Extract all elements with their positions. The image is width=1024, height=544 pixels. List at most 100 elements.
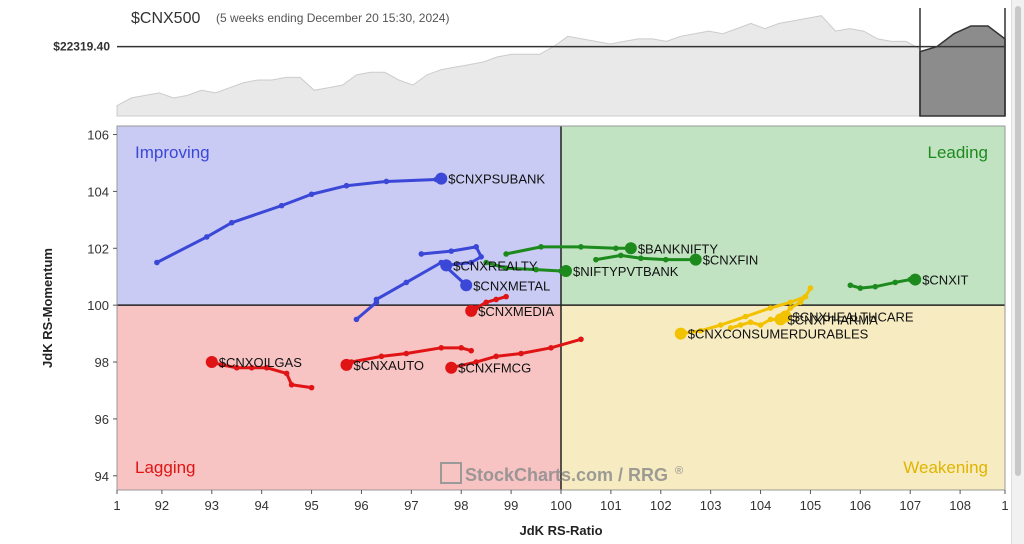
trail-point-cnxauto xyxy=(468,347,475,354)
trail-point-cnxmedia xyxy=(493,296,499,303)
trail-label-cnxhealthcare: $CNXHEALTHCARE xyxy=(792,310,913,325)
label-weakening: Weakening xyxy=(903,458,988,477)
trail-head-cnxmedia[interactable] xyxy=(465,304,478,317)
x-tick-label: 98 xyxy=(454,498,468,513)
x-tick-label: 1 xyxy=(1001,498,1008,513)
x-tick-label: 94 xyxy=(254,498,268,513)
y-tick-label: 100 xyxy=(87,298,109,313)
y-tick-label: 98 xyxy=(95,355,109,370)
trail-point-cnxit xyxy=(857,285,864,291)
trail-line-cnxfmcg xyxy=(449,337,583,370)
rrg-trails xyxy=(154,172,922,391)
x-tick-label: 108 xyxy=(949,498,971,513)
x-axis-title: JdK RS-Ratio xyxy=(519,523,602,538)
trail-point-cnxpsubank xyxy=(308,191,315,198)
x-tick-label: 99 xyxy=(504,498,518,513)
watermark-logo-icon xyxy=(440,462,462,484)
x-tick-label: 102 xyxy=(650,498,672,513)
x-tick-label: 106 xyxy=(849,498,871,513)
trail-point-banknifty xyxy=(503,251,509,257)
trail-point-cnxpsubank xyxy=(383,178,390,185)
trail-point-cnxauto xyxy=(438,345,445,351)
y-tick-label: 106 xyxy=(87,128,109,143)
trail-head-niftypvtbank[interactable] xyxy=(559,265,572,278)
trail-point-cnxrealty xyxy=(468,259,475,266)
axes: 1 92 93 94 95 96 97 98 99 100 101 102 103 104 105 106 10… xyxy=(87,128,1008,513)
trail-point-cnxoilgas xyxy=(283,370,290,377)
trail-head-cnxit[interactable] xyxy=(909,273,922,286)
watermark-registered: ® xyxy=(675,465,683,477)
trail-point-cnxfin xyxy=(638,255,644,262)
trail-point-banknifty xyxy=(578,244,584,250)
trail-point-cnxrealty xyxy=(478,254,484,260)
trail-head-cnxoilgas[interactable] xyxy=(205,356,218,369)
trail-head-banknifty[interactable] xyxy=(624,242,637,255)
trail-point-niftypvtbank xyxy=(503,265,509,271)
trail-point-cnxconsumerdurables xyxy=(697,327,704,334)
trail-point-cnxmetal xyxy=(373,296,380,303)
quadrant-improving xyxy=(117,126,561,306)
x-tick-label: 100 xyxy=(550,498,572,513)
x-tick-label: 104 xyxy=(750,498,772,513)
trail-point-cnxpharma xyxy=(727,325,734,331)
trail-point-cnxmedia xyxy=(503,293,509,300)
trail-head-cnxfin[interactable] xyxy=(689,253,702,266)
watermark-text: StockCharts.com / RRG xyxy=(465,465,668,485)
y-tick-label: 96 xyxy=(95,412,109,427)
trail-point-cnxhealthcare xyxy=(787,305,794,311)
trail-point-cnxpsubank xyxy=(343,182,350,189)
x-tick-label: 105 xyxy=(800,498,822,513)
x-tick-label: 1 xyxy=(113,498,120,513)
trail-point-cnxmetal xyxy=(403,279,410,286)
trail-point-cnxpsubank xyxy=(278,202,285,209)
trail-label-cnxconsumerdurables: $CNXCONSUMERDURABLES xyxy=(688,327,869,342)
trail-label-cnxfin: $CNXFIN xyxy=(703,253,759,268)
scrollbar[interactable] xyxy=(1011,0,1024,544)
x-tick-label: 103 xyxy=(700,498,722,513)
x-tick-label: 107 xyxy=(899,498,921,513)
trail-point-cnxoilgas xyxy=(308,384,315,391)
trail-point-cnxfin xyxy=(593,256,599,263)
trail-label-cnxfmcg: $CNXFMCG xyxy=(458,361,531,376)
trail-point-cnxfmcg xyxy=(548,345,554,351)
watermark: StockCharts.com / RRG ® xyxy=(440,462,683,485)
trail-point-niftypvtbank xyxy=(533,266,539,273)
trail-point-cnxrealty xyxy=(473,244,479,250)
quadrant-lagging xyxy=(117,305,561,490)
scrollbar-thumb[interactable] xyxy=(1015,6,1021,476)
trail-point-cnxfmcg xyxy=(473,359,479,365)
trail-point-cnxconsumerdurables xyxy=(742,313,749,320)
trail-head-cnxauto[interactable] xyxy=(340,358,353,371)
trail-point-cnxit xyxy=(872,283,879,290)
trail-point-cnxauto xyxy=(458,345,465,351)
trail-point-cnxoilgas xyxy=(233,364,240,371)
trail-head-cnxconsumerdurables[interactable] xyxy=(674,327,687,340)
trail-label-cnxrealty: $CNXREALTY xyxy=(453,258,538,273)
label-leading: Leading xyxy=(927,143,988,162)
trail-point-cnxit xyxy=(892,279,899,286)
trail-head-cnxpharma[interactable] xyxy=(774,313,787,326)
trail-point-cnxauto xyxy=(378,353,385,360)
trail-head-cnxmetal[interactable] xyxy=(460,279,473,292)
x-tick-label: 96 xyxy=(354,498,368,513)
chart-symbol: $CNX500 xyxy=(131,10,200,27)
trail-point-cnxoilgas xyxy=(218,362,225,368)
x-tick-label: 93 xyxy=(205,498,219,513)
y-tick-label: 94 xyxy=(95,469,109,484)
trail-line-cnxmetal xyxy=(354,261,468,321)
y-tick-label: 104 xyxy=(87,184,109,199)
y-axis-title: JdK RS-Momentum xyxy=(40,248,55,368)
trail-point-cnxoilgas xyxy=(263,364,270,371)
trail-point-cnxconsumerdurables xyxy=(767,305,774,311)
trail-line-cnxrealty xyxy=(419,245,483,267)
quadrants: Improving Leading Lagging Weakening xyxy=(116,125,1006,491)
price-area xyxy=(116,15,921,117)
trail-point-cnxpharma xyxy=(737,322,744,328)
trail-head-cnxfmcg[interactable] xyxy=(445,361,458,374)
trail-point-cnxpharma xyxy=(767,316,774,323)
x-tick-label: 101 xyxy=(600,498,622,513)
quadrant-weakening xyxy=(561,305,1005,490)
trail-head-cnxpsubank[interactable] xyxy=(435,172,448,185)
trail-point-cnxhealthcare xyxy=(807,285,814,291)
quadrant-leading xyxy=(561,126,1005,306)
